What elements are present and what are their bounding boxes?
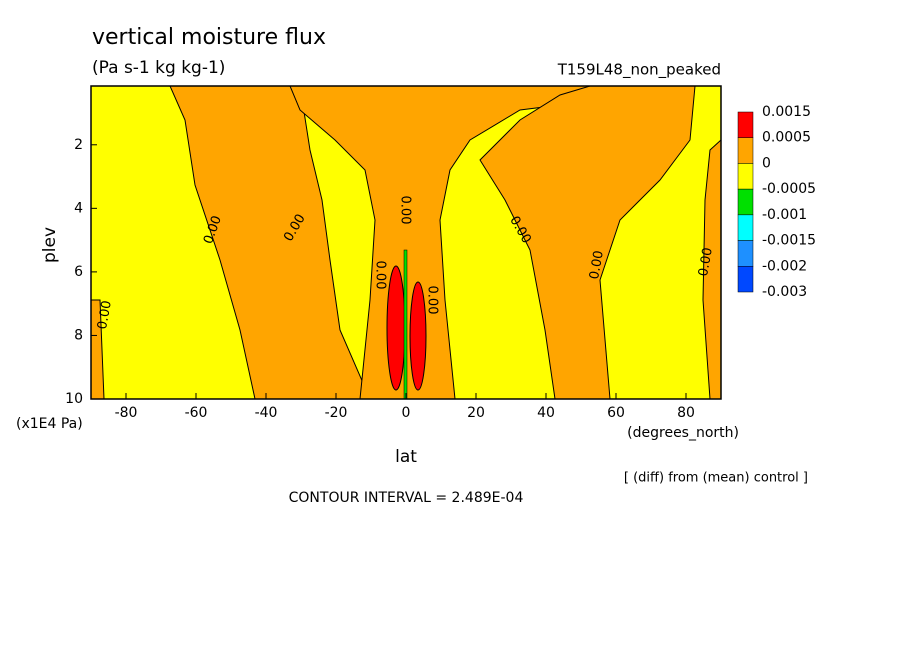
- x-axis-label: lat: [395, 447, 417, 467]
- x-tick-label: 60: [607, 405, 625, 421]
- contour-region: [409, 281, 427, 391]
- y-tick-label: 6: [74, 264, 83, 280]
- x-tick-label: 40: [537, 405, 555, 421]
- colorbar-label: 0.0005: [762, 130, 811, 146]
- colorbar-swatch: [737, 214, 754, 241]
- colorbar-swatch: [737, 240, 754, 267]
- contour-label: 0.00: [587, 249, 607, 280]
- x-axis-unit: (degrees_north): [627, 425, 739, 441]
- x-tick-label: 0: [402, 405, 411, 421]
- contour-region: [403, 249, 408, 400]
- x-tick-label: 80: [677, 405, 695, 421]
- contour-interval: CONTOUR INTERVAL = 2.489E-04: [289, 490, 524, 506]
- y-tick-label: 2: [74, 137, 83, 153]
- colorbar-label: 0.0015: [762, 104, 811, 120]
- y-tick-label: 4: [74, 200, 83, 216]
- note: [ (diff) from (mean) control ]: [624, 471, 808, 486]
- x-tick-label: -60: [185, 405, 208, 421]
- y-tick-label: 8: [74, 327, 83, 343]
- colorbar-label: -0.002: [762, 258, 807, 274]
- y-axis-label: plev: [40, 227, 60, 263]
- colorbar-swatch: [737, 137, 754, 164]
- contour-region: [386, 265, 406, 391]
- y-axis-unit: (x1E4 Pa): [16, 416, 83, 432]
- colorbar-label: -0.0015: [762, 233, 816, 249]
- colorbar-swatch: [737, 266, 754, 293]
- chart-title: vertical moisture flux: [92, 25, 326, 50]
- dataset-label: T159L48_non_peaked: [557, 61, 721, 80]
- colorbar-label: -0.001: [762, 207, 807, 223]
- colorbar-swatch: [737, 163, 754, 190]
- colorbar-label: -0.0005: [762, 181, 816, 197]
- colorbar-label: -0.003: [762, 284, 807, 300]
- y-tick-label: 10: [65, 391, 83, 407]
- contour-label: 0.00: [95, 299, 115, 330]
- contour-label: 0.00: [398, 196, 413, 225]
- contour-label: 0.00: [425, 286, 440, 315]
- x-tick-label: -80: [115, 405, 138, 421]
- x-tick-label: 20: [467, 405, 485, 421]
- x-tick-label: -20: [325, 405, 348, 421]
- colorbar-label: 0: [762, 155, 771, 171]
- colorbar-swatch: [737, 188, 754, 216]
- colorbar-swatch: [737, 111, 754, 138]
- chart-subtitle: (Pa s-1 kg kg-1): [92, 58, 225, 78]
- contour-label: 0.00: [696, 246, 716, 277]
- contour-label: 0.00: [373, 261, 388, 290]
- x-tick-label: -40: [255, 405, 278, 421]
